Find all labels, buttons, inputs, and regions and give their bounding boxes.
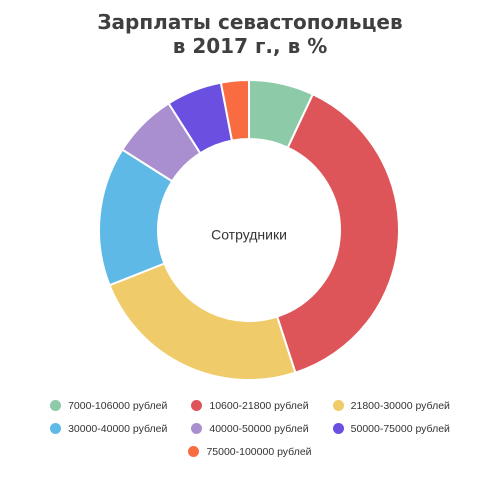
legend-swatch	[50, 423, 62, 434]
legend-label: 21800-30000 рублей	[350, 399, 450, 412]
legend-swatch	[332, 400, 344, 411]
legend-row: 7000-106000 рублей 10600-21800 рублей 21…	[0, 394, 500, 417]
legend-row: 75000-100000 рублей	[0, 440, 500, 463]
legend-item[interactable]: 50000-75000 рублей	[332, 422, 450, 435]
chart-title-line-2: в 2017 г., в %	[172, 34, 328, 58]
legend-label: 75000-100000 рублей	[206, 445, 312, 458]
legend-item[interactable]: 7000-106000 рублей	[50, 400, 167, 412]
legend-swatch	[191, 423, 203, 434]
chart-title: Зарплаты севастопольцев в 2017 г., в %	[0, 10, 500, 58]
legend-row: 30000-40000 рублей 40000-50000 рублей 50…	[0, 417, 500, 440]
legend-label: 40000-50000 рублей	[209, 422, 309, 435]
donut-slice[interactable]	[108, 262, 297, 381]
donut-slice[interactable]	[275, 92, 400, 374]
legend-item[interactable]: 30000-40000 рублей	[50, 423, 167, 435]
legend-swatch	[188, 446, 200, 457]
legend-item[interactable]: 21800-30000 рублей	[332, 399, 450, 412]
legend-item[interactable]: 40000-50000 рублей	[191, 422, 309, 435]
legend-swatch	[50, 400, 62, 411]
legend-label: 50000-75000 рублей	[350, 422, 450, 435]
chart-legend: 7000-106000 рублей 10600-21800 рублей 21…	[0, 394, 500, 463]
legend-item[interactable]: 75000-100000 рублей	[188, 445, 312, 458]
legend-label: 30000-40000 рублей	[68, 422, 168, 435]
legend-label: 7000-106000 рублей	[68, 399, 168, 412]
donut-slice[interactable]	[219, 78, 250, 142]
donut-center-label: Сотрудники	[211, 227, 287, 243]
legend-label: 10600-21800 рублей	[209, 399, 309, 412]
legend-swatch	[332, 423, 344, 434]
legend-item[interactable]: 10600-21800 рублей	[191, 399, 309, 412]
donut-slices	[98, 78, 400, 381]
legend-swatch	[191, 400, 203, 411]
chart-title-line-1: Зарплаты севастопольцев	[97, 10, 403, 34]
